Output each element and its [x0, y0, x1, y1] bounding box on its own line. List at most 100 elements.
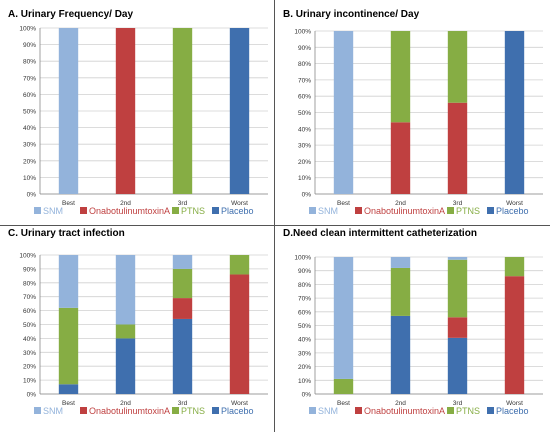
bar-c-best-snm	[58, 255, 79, 308]
bar-a-2nd-onabotulinumtoxina	[115, 28, 136, 194]
y-tick-label-b-10: 100%	[294, 29, 311, 36]
x-tick-label-b-2: 3rd	[453, 200, 463, 207]
vertical-divider	[274, 0, 275, 432]
y-tick-label-d-7: 70%	[298, 296, 311, 303]
y-tick-label-d-10: 100%	[294, 255, 311, 262]
bar-c-2nd-ptns	[115, 324, 136, 339]
legend-label-b-placebo: Placebo	[496, 206, 529, 216]
x-tick-label-a-0: Best	[62, 200, 75, 207]
bar-c-best-ptns	[58, 307, 79, 385]
horizontal-divider	[0, 225, 550, 226]
panel-a: A. Urinary Frequency/ Day 0% 10% 20% 30% 40% 5…	[0, 0, 275, 216]
legend-label-c-ptns: PTNS	[181, 406, 205, 416]
legend-label-a-onabotulinumtoxina: OnabotulinumtoxinA	[89, 206, 170, 216]
chart-d: D.Need clean intermittent catheterizatio…	[283, 228, 543, 416]
legend-swatch-a-ptns	[172, 207, 179, 214]
legend-swatch-b-ptns	[447, 207, 454, 214]
legend-label-d-onabotulinumtoxina: OnabotulinumtoxinA	[364, 406, 445, 416]
x-tick-label-c-1: 2nd	[120, 400, 131, 407]
chart-b: B. Urinary incontinence/ Day 0% 10% 20% 30% 4…	[283, 9, 543, 216]
legend-swatch-d-ptns	[447, 407, 454, 414]
y-tick-label-d-0: 0%	[302, 392, 312, 399]
y-tick-label-b-2: 20%	[298, 159, 311, 166]
x-tick-label-a-3: Worst	[231, 200, 248, 207]
x-tick-label-b-3: Worst	[506, 200, 523, 207]
bar-d-2nd-ptns	[390, 267, 411, 316]
legend-label-c-onabotulinumtoxina: OnabotulinumtoxinA	[89, 406, 170, 416]
legend-swatch-b-placebo	[487, 207, 494, 214]
x-tick-label-d-0: Best	[337, 400, 350, 407]
panel-d: D.Need clean intermittent catheterizatio…	[275, 226, 550, 442]
bar-c-2nd-placebo	[115, 338, 136, 394]
bar-c-2nd-snm	[115, 255, 136, 325]
legend-label-a-ptns: PTNS	[181, 206, 205, 216]
y-tick-label-d-4: 40%	[298, 337, 311, 344]
bar-b-2nd-onabotulinumtoxina	[390, 122, 411, 194]
bar-c-3rd-ptns	[172, 268, 193, 299]
bar-a-best-snm	[58, 28, 79, 194]
bar-b-3rd-ptns	[447, 31, 468, 103]
bar-b-2nd-ptns	[390, 31, 411, 123]
legend-swatch-a-placebo	[212, 207, 219, 214]
y-tick-label-d-5: 50%	[298, 323, 311, 330]
y-tick-label-b-4: 40%	[298, 126, 311, 133]
bar-d-2nd-placebo	[390, 315, 411, 394]
y-tick-label-d-1: 10%	[298, 378, 311, 385]
bar-c-worst-ptns	[229, 255, 250, 275]
y-tick-label-b-3: 30%	[298, 143, 311, 150]
y-tick-label-a-6: 60%	[23, 92, 36, 99]
legend-swatch-b-onabotulinumtoxina	[355, 207, 362, 214]
y-tick-label-a-3: 30%	[23, 142, 36, 149]
chart-title-d: D.Need clean intermittent catheterizatio…	[283, 228, 477, 239]
bar-a-3rd-ptns	[172, 28, 193, 194]
x-tick-label-a-1: 2nd	[120, 200, 131, 207]
y-tick-label-b-0: 0%	[302, 192, 312, 199]
bar-c-worst-onabotulinumtoxina	[229, 274, 250, 394]
y-tick-label-c-4: 40%	[23, 336, 36, 343]
x-tick-label-d-3: Worst	[506, 400, 523, 407]
chart-title-b: B. Urinary incontinence/ Day	[283, 9, 420, 20]
y-tick-label-d-3: 30%	[298, 350, 311, 357]
legend-label-c-placebo: Placebo	[221, 406, 254, 416]
y-tick-label-a-2: 20%	[23, 158, 36, 165]
chart-a: A. Urinary Frequency/ Day 0% 10% 20% 30% 40% 5…	[8, 9, 268, 216]
y-tick-label-a-5: 50%	[23, 109, 36, 116]
y-tick-label-b-8: 80%	[298, 61, 311, 68]
legend-swatch-a-onabotulinumtoxina	[80, 207, 87, 214]
bar-d-best-ptns	[333, 378, 354, 394]
y-tick-label-c-3: 30%	[23, 350, 36, 357]
legend-label-b-onabotulinumtoxina: OnabotulinumtoxinA	[364, 206, 445, 216]
y-tick-label-c-5: 50%	[23, 322, 36, 329]
legend-label-a-snm: SNM	[43, 206, 63, 216]
panel-b: B. Urinary incontinence/ Day 0% 10% 20% 30% 4…	[275, 0, 550, 216]
legend-swatch-d-snm	[309, 407, 316, 414]
legend-label-a-placebo: Placebo	[221, 206, 254, 216]
bar-c-3rd-onabotulinumtoxina	[172, 298, 193, 319]
y-tick-label-a-7: 70%	[23, 75, 36, 82]
y-tick-label-c-1: 10%	[23, 378, 36, 385]
bar-d-worst-ptns	[504, 257, 525, 277]
y-tick-label-a-10: 100%	[19, 26, 36, 33]
y-tick-label-b-7: 70%	[298, 77, 311, 84]
x-tick-label-b-1: 2nd	[395, 200, 406, 207]
y-tick-label-c-2: 20%	[23, 364, 36, 371]
bar-b-best-snm	[333, 31, 354, 194]
bar-d-3rd-placebo	[447, 337, 468, 394]
legend-swatch-d-onabotulinumtoxina	[355, 407, 362, 414]
x-tick-label-c-2: 3rd	[178, 400, 188, 407]
y-tick-label-c-9: 90%	[23, 266, 36, 273]
y-tick-label-a-0: 0%	[27, 192, 37, 199]
legend-label-d-ptns: PTNS	[456, 406, 480, 416]
bar-c-best-placebo	[58, 384, 79, 394]
legend-label-d-placebo: Placebo	[496, 406, 529, 416]
chart-title-c: C. Urinary tract infection	[8, 228, 125, 239]
bar-b-worst-placebo	[504, 31, 525, 194]
bar-d-2nd-snm	[390, 257, 411, 268]
x-tick-label-c-0: Best	[62, 400, 75, 407]
y-tick-label-c-10: 100%	[19, 253, 36, 260]
panel-c: C. Urinary tract infection 0% 10% 20% 30% 40%…	[0, 226, 275, 442]
x-tick-label-b-0: Best	[337, 200, 350, 207]
bar-d-3rd-snm	[447, 257, 468, 260]
bar-d-best-snm	[333, 257, 354, 379]
legend-swatch-c-snm	[34, 407, 41, 414]
